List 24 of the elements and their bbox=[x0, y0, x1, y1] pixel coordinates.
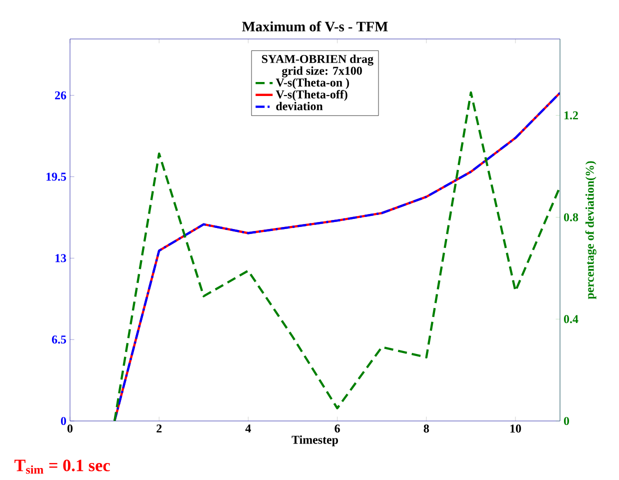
y-tick-label: 19.5 bbox=[46, 172, 66, 181]
y2-tick-label: 1.2 bbox=[564, 111, 578, 120]
x-tick-label: 0 bbox=[67, 424, 73, 433]
y2-axis-title: percentage of deviation(%) bbox=[585, 161, 596, 300]
legend-label: deviation bbox=[276, 102, 323, 110]
x-tick-label: 2 bbox=[156, 424, 162, 432]
y-tick-label: 13 bbox=[55, 254, 66, 262]
y-tick-label: 6.5 bbox=[52, 336, 66, 344]
y-tick-label: 0 bbox=[60, 416, 66, 426]
text: T$_{sim}$ = 0.1 sec bbox=[14, 460, 110, 474]
y2-tick-label: 0.8 bbox=[564, 213, 578, 222]
annotation: grid size: 7x100 bbox=[282, 66, 362, 78]
x-tick-label: 8 bbox=[424, 424, 429, 433]
legend-label: V-s(Theta-off) bbox=[276, 90, 348, 101]
x-tick-label: 10 bbox=[510, 424, 521, 433]
legend-title: SYAM-OBRIEN drag bbox=[262, 54, 374, 66]
y2-tick-label: 0.4 bbox=[564, 315, 578, 324]
x-tick-label: 4 bbox=[245, 424, 251, 432]
chart-title: Maximum of V-s - TFM bbox=[242, 21, 388, 32]
legend-label: V-s(Theta-on ) bbox=[276, 78, 349, 90]
x-tick-label: 6 bbox=[334, 424, 340, 433]
x-axis-title: Timestep bbox=[292, 435, 338, 446]
y-tick-label: 26 bbox=[55, 91, 66, 100]
y2-tick-label: 0 bbox=[564, 416, 570, 426]
